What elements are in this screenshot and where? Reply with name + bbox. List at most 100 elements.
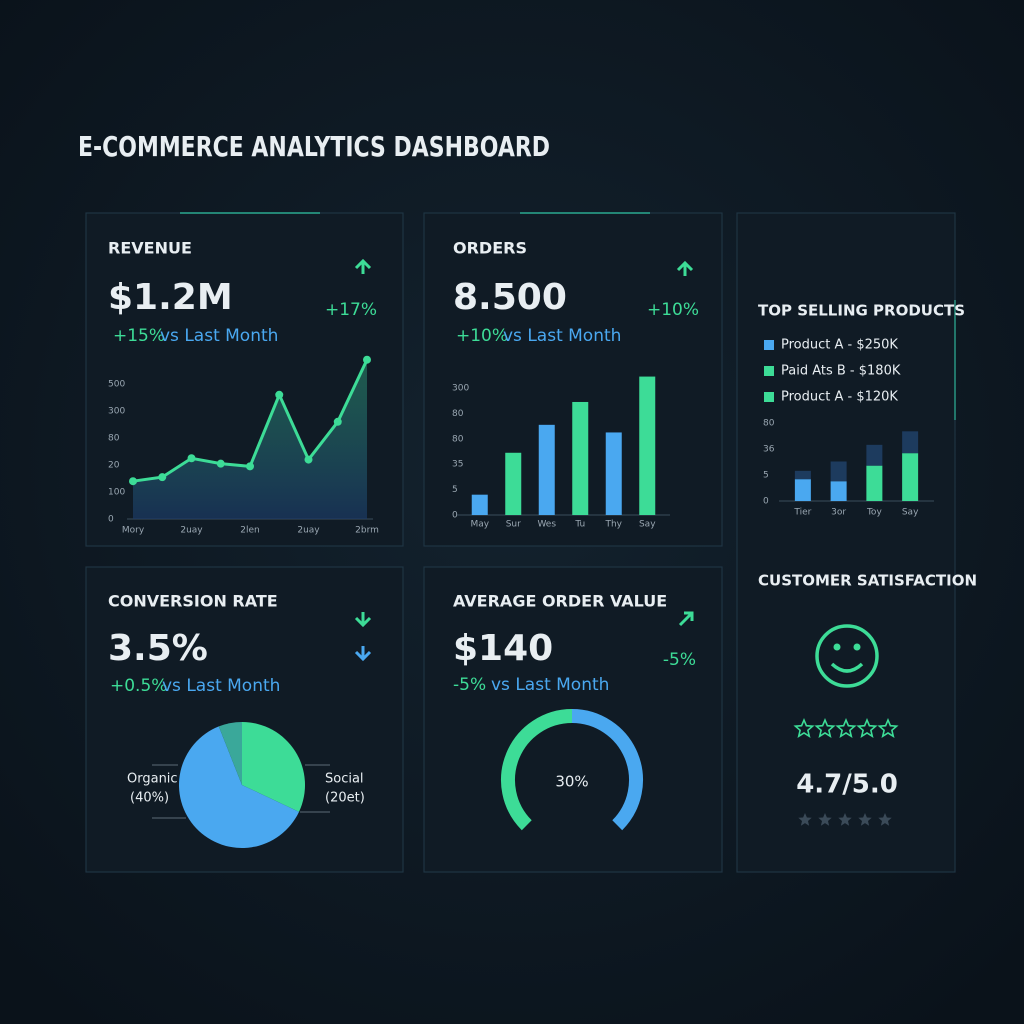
- bar-segment: [866, 465, 883, 501]
- gauge-arc: [571, 709, 643, 831]
- star: [838, 813, 852, 826]
- x-tick-label: 3or: [831, 508, 846, 518]
- card-value: 8.500: [453, 277, 567, 318]
- legend-label: Product A - $250K: [781, 338, 898, 353]
- y-tick-label: 80: [108, 434, 120, 444]
- card-change: +0.5%: [110, 676, 167, 696]
- leader-line: [300, 764, 330, 813]
- star: [793, 717, 815, 739]
- bar-segment: [902, 453, 919, 501]
- legend-label: Product A - $120K: [781, 390, 898, 405]
- bar-segment: [830, 481, 847, 501]
- pie-slice: [218, 722, 242, 785]
- x-tick-label: 2brm: [355, 526, 379, 536]
- card-change: +10%: [456, 326, 508, 346]
- bar: [471, 494, 488, 515]
- x-tick-label: Mory: [122, 526, 145, 536]
- y-tick-label: 0: [108, 515, 114, 525]
- card-label: AVERAGE ORDER VALUE: [453, 592, 667, 611]
- bar: [605, 432, 622, 515]
- pie-label: (20et): [325, 791, 365, 806]
- y-tick-label: 35: [452, 460, 463, 470]
- card-change: +15%: [113, 326, 165, 346]
- card-badge: -5%: [663, 650, 696, 670]
- x-tick-label: 2len: [240, 526, 259, 536]
- section-title: TOP SELLING PRODUCTS: [758, 302, 965, 320]
- star: [856, 717, 878, 739]
- x-tick-label: Wes: [537, 520, 556, 530]
- smiley-eye: [833, 643, 841, 651]
- card-value: 3.5%: [108, 628, 208, 669]
- x-tick-label: Say: [639, 520, 656, 530]
- star: [877, 717, 899, 739]
- down-arrow: [354, 612, 372, 628]
- pie-slice: [242, 722, 305, 812]
- side-card: [736, 212, 956, 873]
- bar-segment: [866, 444, 883, 466]
- y-tick-label: 500: [108, 380, 125, 390]
- card-change-note: vs Last Month: [503, 326, 621, 346]
- pie-label: Organic: [127, 772, 178, 787]
- card-badge: +17%: [325, 300, 377, 320]
- up-right-arrow: [678, 611, 694, 627]
- y-tick-label: 5: [763, 471, 769, 481]
- card-label: REVENUE: [108, 239, 192, 258]
- x-tick-label: Toy: [866, 508, 882, 518]
- card-label: ORDERS: [453, 239, 527, 258]
- x-tick-label: 2uay: [180, 526, 203, 536]
- point: [246, 462, 254, 471]
- down-arrow: [354, 646, 372, 662]
- point: [158, 473, 167, 482]
- x-tick-label: Thy: [604, 520, 622, 530]
- card-badge: +10%: [647, 300, 699, 320]
- dashboard-title: E-COMMERCE ANALYTICS DASHBOARD: [78, 130, 550, 163]
- section-title: CUSTOMER SATISFACTION: [758, 572, 977, 590]
- point: [333, 417, 342, 426]
- point: [363, 355, 371, 364]
- gauge-arc: [501, 709, 573, 831]
- card-value: $1.2M: [108, 277, 233, 318]
- bar: [572, 401, 589, 515]
- card-change-note: vs Last Month: [162, 676, 280, 696]
- star: [835, 717, 857, 739]
- pie-label: (40%): [130, 791, 169, 806]
- y-tick-label: 0: [763, 497, 769, 507]
- y-tick-label: 80: [452, 434, 464, 444]
- point: [275, 390, 284, 399]
- y-tick-label: 300: [108, 407, 125, 417]
- star: [798, 813, 812, 826]
- leader-line: [152, 764, 186, 819]
- star-rating: [793, 717, 899, 826]
- y-tick-label: 20: [108, 461, 120, 471]
- bar: [639, 376, 656, 515]
- card-label: CONVERSION RATE: [108, 592, 278, 611]
- x-tick-label: Tu: [574, 520, 585, 530]
- legend-swatch: [764, 340, 774, 350]
- x-tick-label: May: [470, 520, 489, 530]
- bar-segment: [794, 470, 811, 480]
- bar: [538, 424, 555, 515]
- y-tick-label: 36: [763, 445, 775, 455]
- bar-segment: [794, 479, 811, 501]
- x-tick-label: Sur: [506, 520, 521, 530]
- x-tick-label: Tier: [793, 508, 811, 518]
- y-tick-label: 100: [108, 488, 125, 498]
- star: [818, 813, 832, 826]
- y-tick-label: 0: [452, 511, 458, 521]
- x-tick-label: Say: [902, 508, 919, 518]
- card-change: -5%: [453, 675, 486, 695]
- smiley-eye: [853, 643, 861, 651]
- pie-label: Social: [325, 772, 364, 787]
- legend-label: Paid Ats B - $180K: [781, 364, 901, 379]
- x-tick-label: 2uay: [297, 526, 320, 536]
- pie-slice: [179, 726, 300, 848]
- card-change-note: vs Last Month: [491, 675, 609, 695]
- y-tick-label: 300: [452, 384, 469, 394]
- point: [129, 477, 137, 486]
- bar-segment: [830, 461, 847, 482]
- gauge-label: 30%: [555, 773, 588, 791]
- point: [216, 459, 225, 468]
- smiley: [815, 624, 879, 688]
- area: [133, 359, 367, 519]
